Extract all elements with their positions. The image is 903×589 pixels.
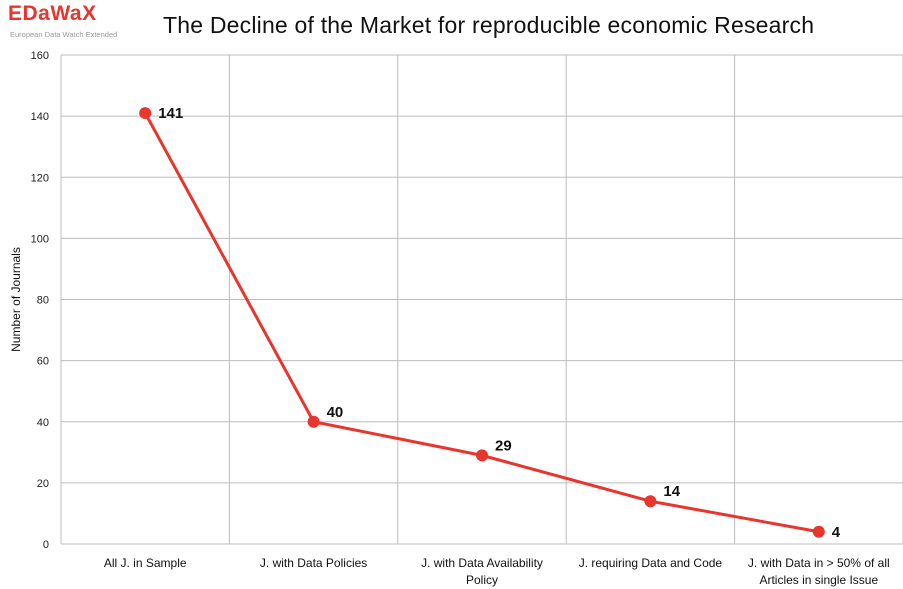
y-tick-label: 20: [37, 478, 49, 490]
y-tick-label: 120: [31, 172, 49, 184]
data-point: [476, 449, 488, 462]
x-tick-label: All J. in Sample: [104, 556, 187, 570]
x-tick-label: J. requiring Data and Code: [579, 556, 723, 570]
y-tick-label: 80: [37, 295, 49, 307]
data-point: [307, 415, 320, 428]
y-tick-label: 140: [31, 111, 49, 123]
logo-name: EDaWaX: [8, 2, 97, 25]
y-tick-label: 100: [31, 233, 49, 245]
y-tick-label: 160: [31, 50, 49, 62]
y-tick-label: 0: [43, 539, 49, 551]
data-label: 14: [663, 483, 680, 500]
y-tick-label: 40: [37, 417, 49, 429]
x-tick-label: J. with Data Availability: [421, 556, 543, 570]
data-label: 40: [327, 404, 344, 421]
data-label: 141: [158, 105, 183, 122]
y-tick-label: 60: [37, 356, 49, 368]
data-point: [644, 495, 657, 508]
x-tick-label: Policy: [466, 573, 498, 587]
data-point: [812, 525, 825, 538]
chart-title: The Decline of the Market for reproducib…: [163, 12, 815, 38]
data-label: 4: [832, 524, 841, 541]
x-tick-label: Articles in single Issue: [759, 573, 878, 587]
data-point: [139, 107, 152, 120]
x-tick-label: J. with Data Policies: [260, 556, 367, 570]
x-tick-label: J. with Data in > 50% of all: [748, 556, 890, 570]
y-axis-label: Number of Journals: [9, 247, 23, 352]
data-label: 29: [495, 437, 512, 454]
logo-tagline: European Data Watch Extended: [10, 30, 118, 39]
edawax-logo: EDaWaX European Data Watch Extended: [8, 2, 158, 42]
series-line: [143, 112, 820, 534]
